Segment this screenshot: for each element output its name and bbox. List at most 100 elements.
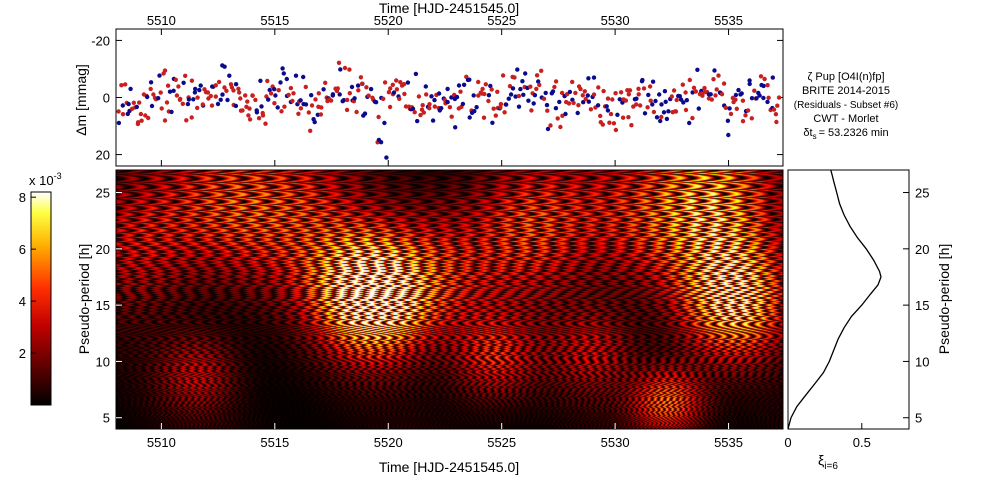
lightcurve-ytick-label: 0 xyxy=(103,91,110,106)
wavelet-xlabel: Time [HJD-2451545.0] xyxy=(379,459,519,475)
lightcurve-point-a xyxy=(615,112,620,118)
lightcurve-point-b xyxy=(328,98,334,103)
lightcurve-xtick-label: 5535 xyxy=(714,13,743,28)
lightcurve-point-a xyxy=(677,94,682,99)
lightcurve-point-a xyxy=(275,105,280,110)
lightcurve-point-b xyxy=(636,92,641,97)
lightcurve-point-b xyxy=(224,88,229,94)
lightcurve-point-a xyxy=(415,118,420,124)
lightcurve-point-a xyxy=(120,103,126,108)
lightcurve-point-b xyxy=(424,92,429,97)
lightcurve-point-a xyxy=(445,86,450,92)
lightcurve-point-b xyxy=(139,118,144,123)
lightcurve-point-b xyxy=(740,98,746,103)
lightcurve-point-a xyxy=(259,104,264,109)
lightcurve-point-b xyxy=(634,102,639,107)
lightcurve-point-a xyxy=(563,111,568,117)
lightcurve-point-a xyxy=(222,64,227,69)
lightcurve-point-b xyxy=(143,113,148,118)
wavelet-xtick-label: 5510 xyxy=(147,435,176,450)
lightcurve-point-a xyxy=(192,90,198,95)
wavelet-frame xyxy=(115,169,784,430)
lightcurve-point-b xyxy=(534,73,540,78)
lightcurve-point-b xyxy=(347,91,352,96)
lightcurve-point-b xyxy=(636,86,641,92)
lightcurve-point-b xyxy=(610,97,615,102)
lightcurve-point-a xyxy=(663,99,668,105)
lightcurve-point-a xyxy=(198,83,203,88)
annotation-sampling-prefix: δt xyxy=(803,127,812,139)
lightcurve-point-b xyxy=(240,108,245,113)
lightcurve-point-b xyxy=(489,87,494,92)
lightcurve-point-a xyxy=(604,104,609,109)
lightcurve-point-b xyxy=(119,83,124,88)
lightcurve-point-a xyxy=(515,67,520,72)
lightcurve-point-a xyxy=(659,102,664,107)
lightcurve-point-b xyxy=(303,84,308,90)
lightcurve-point-a xyxy=(520,79,525,84)
wavelet-xtick-label: 5515 xyxy=(260,435,289,450)
lightcurve-xtick-label: 5525 xyxy=(487,13,516,28)
lightcurve-point-b xyxy=(344,107,350,113)
lightcurve-point-a xyxy=(727,106,732,111)
lightcurve-point-b xyxy=(512,75,517,80)
lightcurve-point-b xyxy=(573,90,578,96)
lightcurve-point-a xyxy=(567,89,573,95)
lightcurve-point-a xyxy=(657,92,662,97)
lightcurve-point-b xyxy=(558,124,563,130)
lightcurve-point-b xyxy=(709,97,714,102)
lightcurve-point-a xyxy=(134,104,139,110)
wavelet-ticks: 5510 5515 5520 5525 5530 5535 5 10 15 20 25 xyxy=(96,186,743,450)
lightcurve-point-b xyxy=(541,96,547,102)
lightcurve-point-a xyxy=(368,86,374,92)
lightcurve-point-b xyxy=(213,83,218,88)
lightcurve-point-a xyxy=(362,111,368,116)
lightcurve-point-b xyxy=(250,93,255,98)
lightcurve-point-b xyxy=(420,103,425,108)
lightcurve-point-b xyxy=(272,101,277,106)
lightcurve-point-b xyxy=(498,101,504,107)
lightcurve-point-a xyxy=(430,118,436,123)
lightcurve-point-a xyxy=(664,116,670,122)
lightcurve-point-b xyxy=(700,93,705,98)
lightcurve-point-b xyxy=(306,110,311,115)
lightcurve-point-b xyxy=(449,114,454,119)
lightcurve-point-b xyxy=(719,92,725,97)
lightcurve-point-b xyxy=(534,86,539,92)
lightcurve-point-b xyxy=(386,90,392,95)
lightcurve-point-b xyxy=(476,93,481,98)
lightcurve-point-a xyxy=(149,103,155,109)
lightcurve-point-a xyxy=(658,118,663,124)
lightcurve-point-b xyxy=(253,97,258,103)
lightcurve-point-a xyxy=(695,67,700,73)
spectrum-ytick-label: 15 xyxy=(915,298,929,313)
lightcurve-point-b xyxy=(189,115,194,120)
lightcurve-point-b xyxy=(728,111,734,117)
lightcurve-point-a xyxy=(518,86,523,92)
lightcurve-point-a xyxy=(765,99,770,105)
lightcurve-point-a xyxy=(272,87,277,92)
lightcurve-point-b xyxy=(208,93,213,99)
lightcurve-ytick-label: -20 xyxy=(91,33,110,48)
lightcurve-point-b xyxy=(376,114,381,120)
lightcurve-point-a xyxy=(696,106,701,111)
lightcurve-point-b xyxy=(687,77,692,83)
lightcurve-point-b xyxy=(345,97,350,103)
lightcurve-point-b xyxy=(758,74,764,79)
lightcurve-point-b xyxy=(773,112,779,117)
lightcurve-point-a xyxy=(536,79,541,84)
lightcurve-point-a xyxy=(586,99,591,104)
lightcurve-point-a xyxy=(341,98,346,103)
lightcurve-point-b xyxy=(216,79,222,85)
lightcurve-point-b xyxy=(421,110,426,115)
lightcurve-point-a xyxy=(506,96,511,101)
lightcurve-point-a xyxy=(355,83,361,88)
lightcurve-point-b xyxy=(164,100,170,105)
lightcurve-point-b xyxy=(627,88,633,93)
annotation-block: ζ Pup [O4I(n)fp] BRITE 2014-2015 (Residu… xyxy=(794,71,899,141)
spectrum-xlabel-symbol: ξ xyxy=(818,452,824,468)
lightcurve-point-b xyxy=(683,107,689,113)
lightcurve-point-a xyxy=(654,115,660,120)
lightcurve-point-b xyxy=(576,103,581,108)
lightcurve-point-a xyxy=(661,110,667,115)
